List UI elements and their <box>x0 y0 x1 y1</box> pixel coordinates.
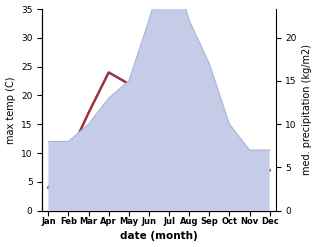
X-axis label: date (month): date (month) <box>120 231 198 242</box>
Y-axis label: max temp (C): max temp (C) <box>5 76 16 144</box>
Y-axis label: med. precipitation (kg/m2): med. precipitation (kg/m2) <box>302 44 313 175</box>
